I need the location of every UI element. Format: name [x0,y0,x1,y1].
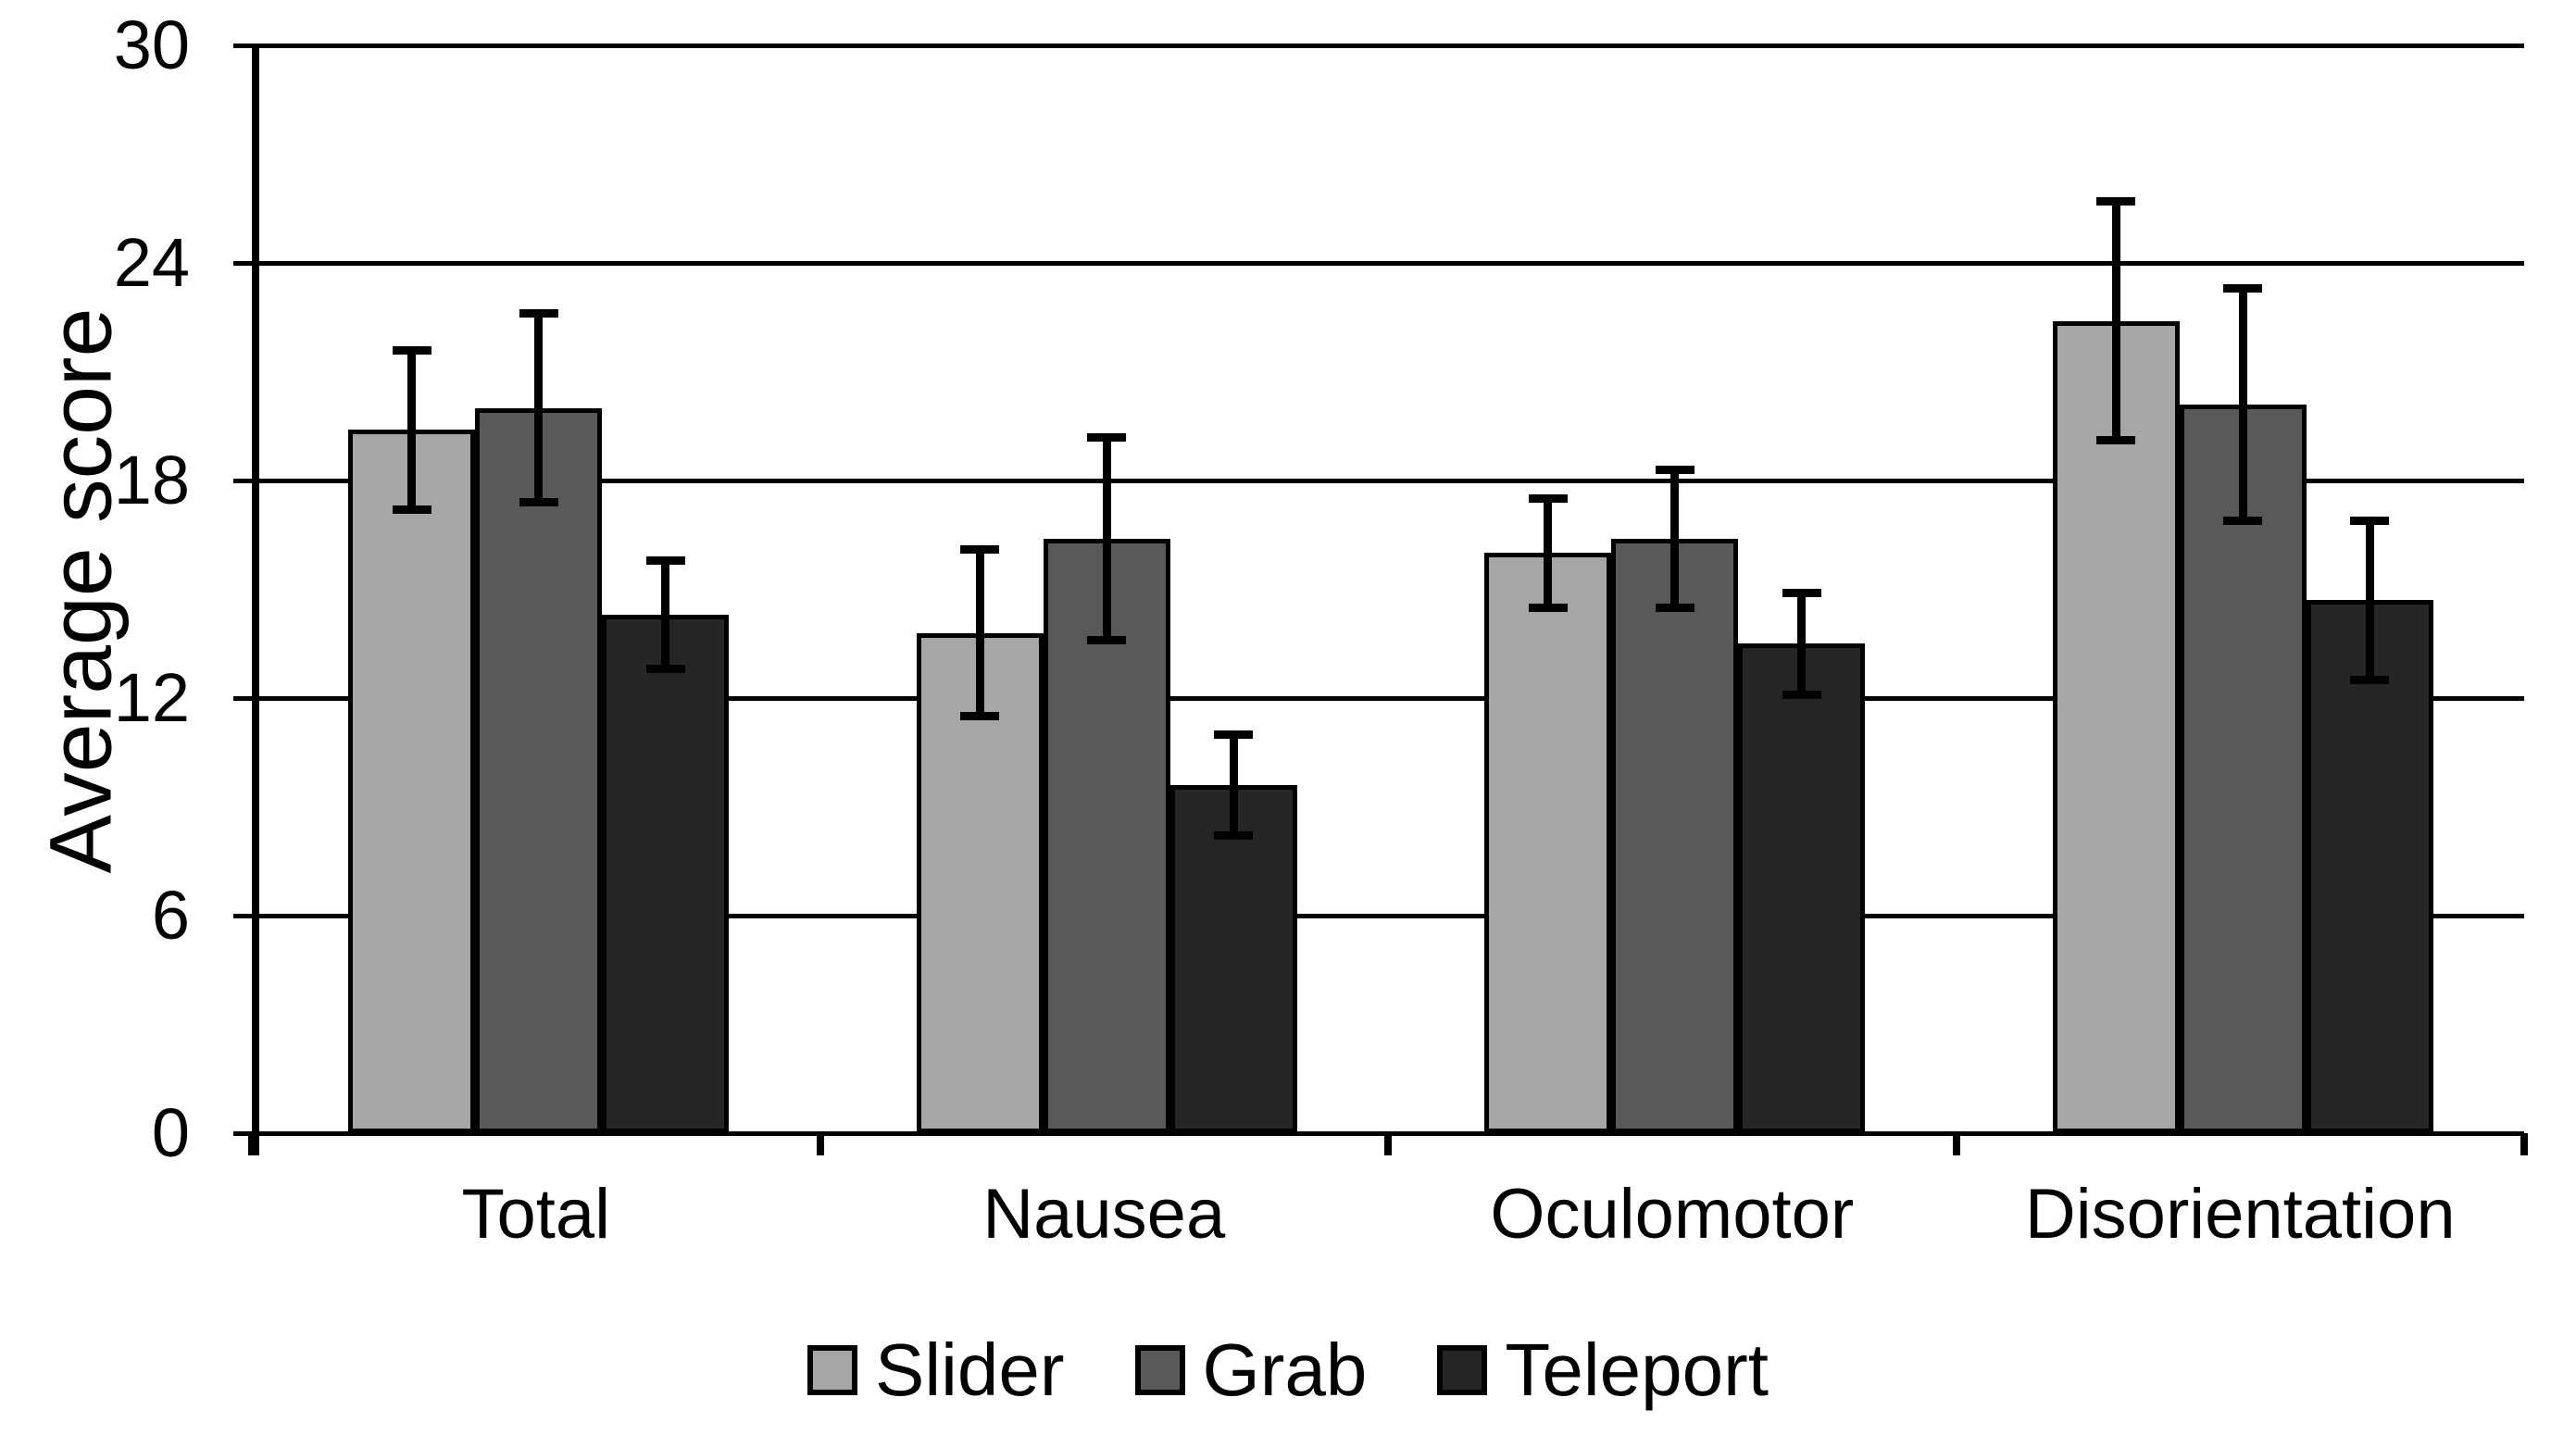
gridline [233,261,2524,266]
error-bar-cap-top-grab-disorientation [2223,283,2262,293]
gridline [233,44,2524,48]
error-bar-cap-bottom-teleport-oculomotor [1782,690,1821,699]
error-bar-cap-bottom-slider-disorientation [2096,436,2135,445]
legend-label-grab: Grab [1202,1329,1368,1411]
error-bar-cap-top-teleport-oculomotor [1782,588,1821,597]
legend-swatch-grab [1134,1345,1185,1395]
error-bar-cap-top-slider-disorientation [2096,196,2135,206]
bar-teleport-total [602,614,729,1133]
error-bar-cap-bottom-teleport-disorientation [2350,675,2389,684]
error-bar-cap-bottom-grab-total [519,498,558,506]
y-tick-label-0: 0 [151,1094,190,1171]
category-label-oculomotor: Oculomotor [1490,1175,1855,1254]
bar-grab-oculomotor [1611,538,1738,1133]
error-bar-line-teleport-oculomotor [1797,593,1806,695]
y-axis-title: Average score [31,307,131,874]
category-label-total: Total [461,1175,611,1254]
bar-slider-total [348,430,475,1133]
bar-slider-disorientation [2052,320,2180,1133]
error-bar-line-slider-disorientation [2111,201,2120,441]
bar-grab-total [475,407,602,1133]
legend-swatch-teleport [1437,1345,1488,1395]
y-tick-label-18: 18 [113,442,190,518]
error-bar-cap-top-grab-oculomotor [1655,465,1694,474]
error-bar-cap-top-teleport-total [645,555,685,565]
legend-item-grab: Grab [1134,1329,1368,1411]
legend-label-slider: Slider [875,1329,1065,1411]
error-bar-line-grab-nausea [1102,437,1111,641]
legend-swatch-slider [807,1345,857,1395]
error-bar-line-grab-total [534,313,543,503]
y-tick-label-12: 12 [113,659,190,736]
bar-slider-oculomotor [1484,553,1611,1133]
bar-teleport-disorientation [2306,600,2433,1133]
error-bar-cap-top-grab-total [519,309,558,318]
y-tick-label-6: 6 [151,877,190,954]
gridline [233,696,2524,701]
error-bar-cap-bottom-slider-oculomotor [1528,603,1568,612]
error-bar-line-teleport-total [661,560,669,669]
gridline [233,914,2524,918]
y-axis-line [252,45,259,1155]
error-bar-cap-bottom-teleport-nausea [1214,831,1253,841]
error-bar-line-slider-nausea [975,549,984,717]
category-label-nausea: Nausea [982,1175,1226,1254]
error-bar-cap-top-slider-oculomotor [1528,494,1568,504]
error-bar-line-grab-oculomotor [1670,469,1679,608]
error-bar-cap-top-slider-total [392,345,431,355]
legend: Slider Grab Teleport [0,1331,2576,1409]
x-tick [1952,1133,1960,1155]
error-bar-cap-bottom-teleport-total [645,665,685,674]
error-bar-cap-top-teleport-disorientation [2350,516,2389,525]
x-tick [816,1133,824,1155]
bar-teleport-oculomotor [1738,643,1865,1133]
error-bar-cap-bottom-grab-oculomotor [1655,603,1694,612]
error-bar-cap-bottom-grab-nausea [1087,635,1126,644]
legend-item-slider: Slider [807,1331,1065,1409]
error-bar-line-slider-oculomotor [1544,498,1552,608]
category-label-disorientation: Disorientation [2024,1175,2456,1254]
error-bar-cap-bottom-slider-nausea [960,712,999,721]
error-bar-cap-bottom-grab-disorientation [2223,516,2262,525]
error-bar-cap-top-slider-nausea [960,544,999,554]
error-bar-line-slider-total [407,350,416,510]
error-bar-cap-top-grab-nausea [1087,432,1126,442]
y-tick-label-30: 30 [113,6,190,83]
error-bar-cap-bottom-slider-total [392,505,431,514]
error-bar-cap-top-teleport-nausea [1214,730,1253,739]
x-tick [248,1133,256,1155]
legend-label-teleport: Teleport [1505,1329,1769,1411]
gridline [233,1131,2524,1136]
error-bar-line-teleport-disorientation [2365,520,2374,680]
x-tick [2520,1133,2528,1155]
legend-item-teleport: Teleport [1437,1331,1769,1409]
y-tick-label-24: 24 [113,224,190,301]
error-bar-line-teleport-nausea [1229,734,1238,836]
x-tick [1384,1133,1392,1155]
error-bar-line-grab-disorientation [2238,288,2247,521]
gridline [233,479,2524,483]
